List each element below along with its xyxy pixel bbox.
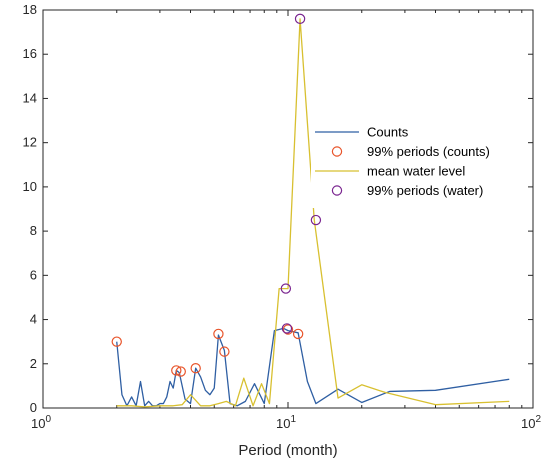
- y-tick-label: 8: [30, 223, 37, 238]
- axis-ticks: 0 2 4 6 8 10 12 14 16 18 100 101 102: [23, 2, 542, 431]
- legend-marker-swatch: [331, 185, 343, 196]
- legend-entry-label: 99% periods (water): [367, 183, 483, 198]
- y-tick-label: 6: [30, 267, 37, 282]
- legend-entry-label: mean water level: [367, 164, 465, 179]
- y-tick-label: 2: [30, 356, 37, 371]
- data-marker: [281, 323, 293, 334]
- legend-entry-label: Counts: [367, 125, 409, 140]
- y-tick-label: 14: [23, 90, 37, 105]
- y-tick-label: 16: [23, 46, 37, 61]
- series-2: [116, 18, 510, 408]
- x-axis-label: Period (month): [238, 442, 337, 459]
- y-tick-label: 12: [23, 135, 37, 150]
- x-tick-label: 101: [276, 414, 296, 431]
- x-tick-label: 100: [31, 414, 51, 431]
- series-1: [111, 324, 304, 377]
- series-layer: [111, 13, 510, 408]
- y-tick-label: 18: [23, 2, 37, 17]
- data-marker: [294, 13, 306, 25]
- legend-entry-label: 99% periods (counts): [367, 144, 490, 159]
- data-marker: [175, 366, 186, 377]
- x-tick-label: 102: [521, 414, 541, 431]
- data-marker: [111, 336, 122, 347]
- data-marker: [292, 328, 304, 340]
- series-3: [280, 13, 322, 334]
- series-line: [116, 327, 510, 407]
- y-tick-label: 4: [30, 312, 37, 327]
- legend: Counts 99% periods (counts) mean water lev…: [311, 122, 501, 208]
- data-marker: [219, 346, 230, 357]
- series-line: [116, 18, 510, 408]
- data-marker: [310, 214, 322, 226]
- y-tick-label: 10: [23, 179, 37, 194]
- legend-background: [311, 122, 501, 208]
- plot-frame: [42, 9, 534, 409]
- legend-marker-swatch: [331, 146, 343, 157]
- data-marker: [171, 365, 182, 376]
- y-tick-label: 0: [30, 400, 37, 415]
- data-marker: [190, 363, 201, 374]
- data-marker: [213, 328, 224, 340]
- data-marker: [280, 283, 292, 294]
- data-marker: [282, 324, 294, 335]
- series-0: [116, 327, 510, 407]
